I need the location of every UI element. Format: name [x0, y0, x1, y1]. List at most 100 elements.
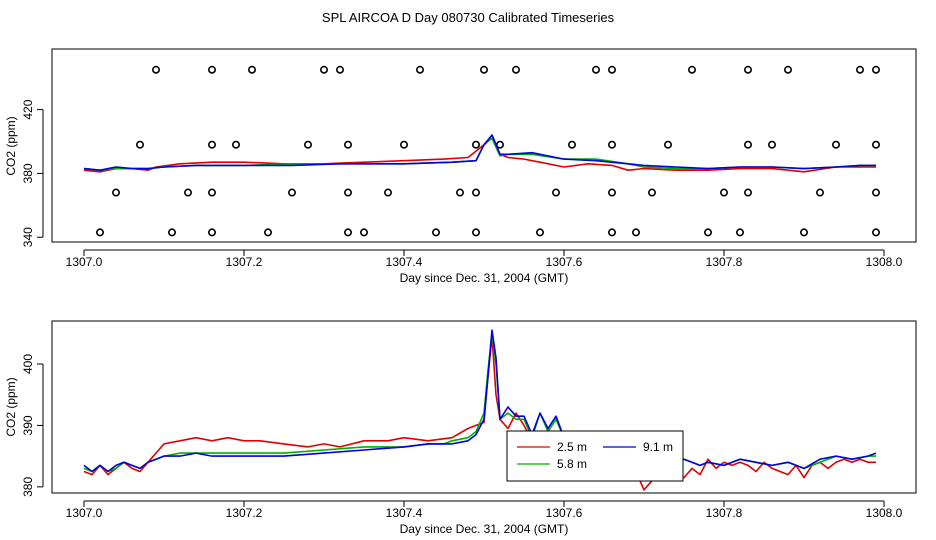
x-tick-label-top: 1307.8: [706, 255, 743, 269]
flag-marker: [783, 65, 792, 74]
flag-marker: [471, 140, 480, 149]
series-top: [83, 134, 876, 173]
flag-marker: [287, 188, 296, 197]
panel-bottom: 1307.0 1307.2 1307.4 1307.6 1307.8 1308.0 380 3…: [4, 320, 917, 536]
flag-marker: [871, 65, 880, 74]
flag-marker: [343, 140, 352, 149]
x-tick-label-bottom: 1307.6: [546, 506, 583, 520]
flag-marker: [607, 65, 616, 74]
flag-marker: [248, 65, 257, 74]
flag-marker: [855, 65, 864, 74]
y-tick-label-top: 340: [21, 227, 35, 247]
x-axis-label-bottom: Day since Dec. 31, 2004 (GMT): [400, 522, 569, 536]
y-tick-label-top: 380: [21, 163, 35, 183]
flag-marker: [831, 140, 840, 149]
series-line-5-8-mbottom: [83, 332, 876, 473]
y-tick-label-top: 420: [21, 99, 35, 119]
flag-marker: [343, 228, 352, 237]
flag-marker: [607, 140, 616, 149]
flag-marker: [319, 65, 328, 74]
flag-marker: [208, 65, 217, 74]
plot-frame-bottom: [51, 320, 917, 494]
flag-marker: [551, 188, 560, 197]
axes-top: 1307.0 1307.2 1307.4 1307.6 1307.8 1308.0 340 3…: [21, 99, 903, 269]
flag-marker: [184, 188, 193, 197]
y-tick-label-bottom: 400: [21, 354, 35, 374]
flag-marker: [735, 228, 744, 237]
flag-marker: [871, 228, 880, 237]
flag-marker: [455, 188, 464, 197]
figure-title: SPL AIRCOA D Day 080730 Calibrated Times…: [322, 10, 615, 25]
series-line-2-5-mbottom: [83, 335, 876, 491]
flag-marker: [591, 65, 600, 74]
series-bottom: [83, 329, 877, 491]
flag-marker: [415, 65, 424, 74]
series-line-9-1-mbottom: [83, 329, 877, 473]
flag-marker: [431, 228, 440, 237]
legend-box: [506, 430, 684, 482]
flag-marker: [383, 188, 392, 197]
flag-marker: [232, 140, 241, 149]
x-tick-label-top: 1307.2: [226, 255, 263, 269]
flag-marker: [359, 228, 368, 237]
flag-marker: [471, 188, 480, 197]
flag-marker: [208, 188, 217, 197]
x-tick-label-bottom: 1307.0: [66, 506, 103, 520]
flag-marker: [743, 140, 752, 149]
x-tick-label-bottom: 1307.2: [226, 506, 263, 520]
flag-marker: [815, 188, 824, 197]
flag-marker: [567, 140, 576, 149]
flag-marker: [343, 188, 352, 197]
flag-marker: [631, 228, 640, 237]
flag-marker: [535, 228, 544, 237]
flag-marker: [208, 228, 217, 237]
flag-marker: [607, 188, 616, 197]
legend: 2.5 m 5.8 m 9.1 m: [506, 430, 684, 482]
flag-marker: [743, 188, 752, 197]
flag-marker: [471, 228, 480, 237]
x-tick-label-bottom: 1307.4: [386, 506, 423, 520]
flag-marker: [743, 65, 752, 74]
flag-marker: [719, 188, 728, 197]
flag-marker: [687, 65, 696, 74]
series-line-9-1-mtop: [83, 134, 876, 171]
y-axis-label-top: CO2 (ppm): [4, 116, 18, 175]
panel-top: 1307.0 1307.2 1307.4 1307.6 1307.8 1308.0 340 3…: [4, 48, 917, 285]
flag-marker: [263, 228, 272, 237]
flag-marker: [871, 140, 880, 149]
flag-marker: [479, 65, 488, 74]
flag-marker: [303, 140, 312, 149]
flag-marker: [871, 188, 880, 197]
legend-label-9-1m: 9.1 m: [643, 440, 673, 454]
x-axis-label-top: Day since Dec. 31, 2004 (GMT): [400, 271, 569, 285]
flag-marker: [767, 140, 776, 149]
flag-marker: [511, 65, 520, 74]
y-axis-label-bottom: CO2 (ppm): [4, 377, 18, 436]
x-tick-label-top: 1307.4: [386, 255, 423, 269]
flag-marker: [208, 140, 217, 149]
flag-marker: [647, 188, 656, 197]
y-tick-label-bottom: 380: [21, 477, 35, 497]
x-tick-label-top: 1308.0: [866, 255, 903, 269]
flag-marker: [168, 228, 177, 237]
x-tick-label-bottom: 1307.8: [706, 506, 743, 520]
x-tick-label-top: 1307.0: [66, 255, 103, 269]
legend-label-5-8m: 5.8 m: [557, 457, 587, 471]
flag-markers-top: [96, 65, 880, 237]
y-tick-label-bottom: 390: [21, 415, 35, 435]
flag-marker: [96, 228, 105, 237]
flag-marker: [607, 228, 616, 237]
flag-marker: [703, 228, 712, 237]
x-tick-label-bottom: 1308.0: [866, 506, 903, 520]
flag-marker: [136, 140, 145, 149]
x-tick-label-top: 1307.6: [546, 255, 583, 269]
flag-marker: [799, 228, 808, 237]
flag-marker: [112, 188, 121, 197]
flag-marker: [663, 140, 672, 149]
legend-label-2-5m: 2.5 m: [557, 440, 587, 454]
flag-marker: [399, 140, 408, 149]
plot-frame-top: [51, 48, 917, 243]
axes-bottom: 1307.0 1307.2 1307.4 1307.6 1307.8 1308.0 380 3…: [21, 354, 903, 520]
flag-marker: [335, 65, 344, 74]
